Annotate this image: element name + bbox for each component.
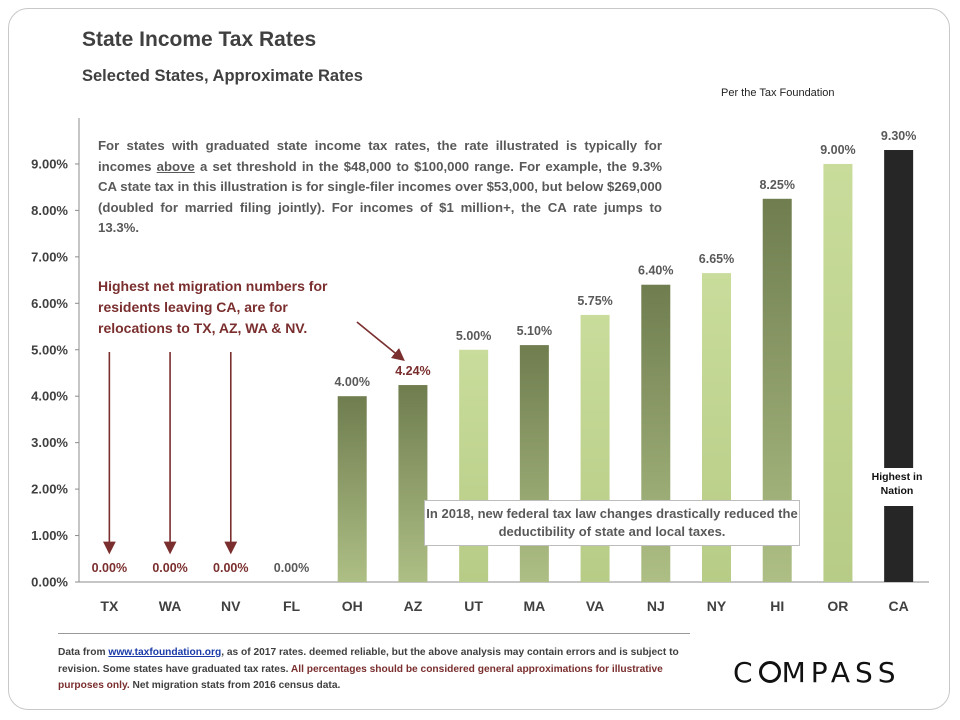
logo-o-ring <box>758 661 781 683</box>
footer-text-3: Net migration stats from 2016 census dat… <box>129 680 341 691</box>
x-tick-label: MA <box>523 598 545 614</box>
bar-ma <box>519 345 549 582</box>
footer-text-2: , as of 2017 rates. deemed reliable, but… <box>58 647 679 675</box>
highest-in-nation-label: Highest in Nation <box>866 468 928 506</box>
footer-approx-note: All percentages should be considered gen… <box>58 663 663 692</box>
x-tick-label: OH <box>342 598 363 614</box>
desc-emphasis: above <box>156 158 195 174</box>
y-tick-label: 1.00% <box>31 528 68 543</box>
y-tick-label: 0.00% <box>31 575 68 590</box>
data-label-ut: 5.00% <box>456 329 491 343</box>
bar-az <box>398 385 428 582</box>
footer-divider <box>58 633 690 634</box>
data-label-va: 5.75% <box>577 294 612 308</box>
x-tick-label: HI <box>770 598 784 614</box>
y-tick-label: 6.00% <box>31 296 68 311</box>
graduated-rates-note: For states with graduated state income t… <box>98 136 662 239</box>
chart-title: State Income Tax Rates <box>82 28 317 51</box>
x-tick-label: VA <box>586 598 604 614</box>
x-tick-label: AZ <box>404 598 423 614</box>
x-tick-label: NY <box>707 598 727 614</box>
footer-disclaimer: Data from www.taxfoundation.org, as of 2… <box>58 645 698 695</box>
y-tick-label: 8.00% <box>31 203 68 218</box>
x-tick-label: WA <box>159 598 182 614</box>
data-label-ca: 9.30% <box>881 129 916 143</box>
bar-oh <box>337 396 367 582</box>
data-label-oh: 4.00% <box>334 375 369 389</box>
data-label-or: 9.00% <box>820 143 855 157</box>
logo-text-start: C <box>733 656 758 689</box>
x-tick-label: UT <box>464 598 483 614</box>
x-tick-label: FL <box>283 598 301 614</box>
y-tick-label: 5.00% <box>31 342 68 357</box>
data-label-hi: 8.25% <box>759 178 794 192</box>
bar-or <box>823 163 853 582</box>
data-label-fl: 0.00% <box>274 561 309 575</box>
federal-tax-callout: In 2018, new federal tax law changes dra… <box>424 500 800 546</box>
data-label-wa: 0.00% <box>152 561 187 575</box>
compass-logo: C MPASS <box>733 656 901 689</box>
migration-arrow-az <box>356 321 405 362</box>
bar-ut <box>459 349 489 582</box>
x-tick-label: CA <box>889 598 909 614</box>
desc-text-2: a set threshold in the $48,000 to $100,0… <box>98 158 663 236</box>
data-label-ny: 6.65% <box>699 252 734 266</box>
y-tick-label: 7.00% <box>31 249 68 264</box>
x-tick-label: TX <box>100 598 119 614</box>
desc-text-1: For states with graduated state income t… <box>98 138 662 174</box>
source-note: Per the Tax Foundation <box>721 87 835 99</box>
y-tick-label: 3.00% <box>31 435 68 450</box>
bar-ca <box>884 150 914 582</box>
x-tick-label: OR <box>827 598 848 614</box>
y-tick-label: 2.00% <box>31 482 68 497</box>
data-label-ma: 5.10% <box>517 324 552 338</box>
taxfoundation-link[interactable]: www.taxfoundation.org <box>108 647 222 658</box>
logo-text-end: MPASS <box>781 656 901 689</box>
slide-frame <box>8 8 950 710</box>
migration-note: Highest net migration numbers for reside… <box>98 278 328 336</box>
data-label-nj: 6.40% <box>638 264 673 278</box>
chart-subtitle: Selected States, Approximate Rates <box>82 67 363 85</box>
data-label-tx: 0.00% <box>92 561 127 575</box>
data-label-az: 4.24% <box>395 364 430 378</box>
data-label-nv: 0.00% <box>213 561 248 575</box>
footer-text-1: Data from <box>58 647 109 658</box>
y-tick-label: 4.00% <box>31 389 68 404</box>
x-tick-label: NV <box>221 598 241 614</box>
y-tick-label: 9.00% <box>31 156 68 171</box>
x-tick-label: NJ <box>647 598 665 614</box>
